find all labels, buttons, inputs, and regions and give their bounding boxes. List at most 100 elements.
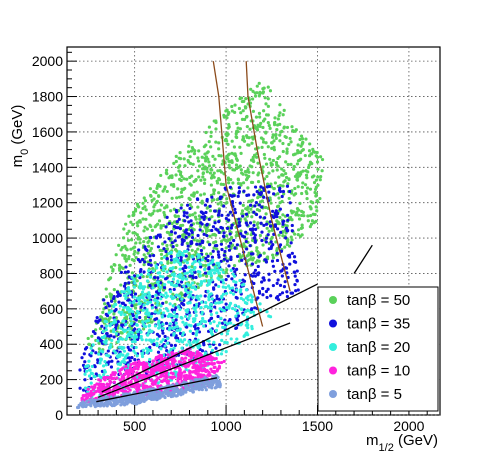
data-point [283,245,287,249]
data-point [82,352,86,356]
data-point [247,199,251,203]
data-point [188,362,192,366]
data-point [132,384,136,388]
data-point [141,327,146,331]
data-point [235,254,240,258]
data-point [217,177,221,181]
data-point [185,343,189,347]
data-point [242,313,246,317]
data-point [129,247,133,251]
data-point [260,238,264,243]
data-point [168,289,173,294]
data-point [296,213,301,217]
data-point [169,282,174,287]
data-point [278,139,282,143]
data-point [226,153,230,157]
data-point [161,242,165,246]
data-point [315,209,319,213]
data-point [314,154,318,158]
data-point [275,246,279,251]
data-point [277,113,281,118]
data-point [254,212,259,217]
data-point [133,249,137,254]
data-point [217,154,221,158]
data-point [253,239,257,243]
data-point [221,285,225,289]
data-point [264,236,269,240]
data-point [155,368,159,372]
data-point [278,201,282,205]
data-point [271,158,275,163]
data-point [193,387,197,391]
data-point [214,328,219,332]
data-point [246,326,250,330]
data-point [225,268,229,272]
data-point [141,201,145,205]
data-point [169,258,174,262]
data-point [182,157,186,161]
data-point [239,323,243,327]
data-point [108,375,112,380]
data-point [152,209,156,213]
data-point [89,346,93,350]
data-point [280,291,285,295]
data-point [232,194,236,198]
data-point [138,295,142,300]
data-point [276,156,280,161]
data-point [234,132,238,136]
data-point [197,302,201,306]
overlay-line [353,244,373,274]
data-point [167,251,171,256]
data-point [150,241,154,245]
y-axis-label-main: m [9,155,26,168]
data-point [210,278,214,282]
data-point [265,174,269,179]
data-point [196,169,200,173]
data-point [120,345,124,350]
data-point [96,339,100,343]
data-point [153,324,158,328]
data-point [261,91,265,95]
data-point [188,203,192,207]
data-point [175,293,179,297]
data-point [133,358,137,362]
data-point [176,279,180,283]
data-point [161,293,166,298]
data-point [199,193,203,197]
data-point [227,248,232,252]
data-point [173,214,177,218]
data-point [206,150,210,154]
data-point [200,229,205,233]
data-point [207,164,212,168]
data-point [89,381,93,385]
data-point [209,316,214,320]
data-point [200,310,204,314]
data-point [172,161,176,165]
data-point [131,313,135,318]
data-point [290,125,294,129]
data-point [250,238,255,243]
data-point [194,275,198,280]
data-point [143,361,147,365]
data-point [147,323,152,328]
data-point [87,359,91,363]
data-point [253,306,257,310]
data-point [201,171,205,175]
data-point [133,351,137,355]
data-point [167,350,171,354]
legend-marker [329,390,337,398]
data-point [190,193,194,197]
data-point [144,236,148,240]
data-point [217,230,221,234]
data-point [203,305,207,309]
data-point [165,230,169,234]
data-point [281,234,285,238]
data-point [189,149,194,153]
data-point [124,328,128,332]
data-point [176,305,180,309]
data-point [195,190,199,194]
data-point [260,145,264,149]
data-point [136,274,140,278]
data-point [130,321,134,325]
data-point [182,351,186,356]
